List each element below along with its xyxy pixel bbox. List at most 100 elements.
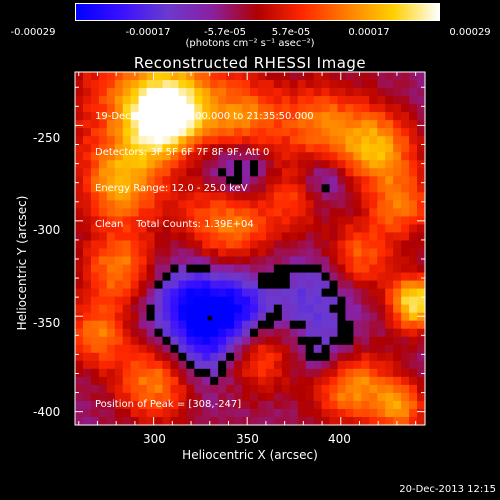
heatmap-cell bbox=[337, 152, 347, 161]
heatmap-cell bbox=[186, 392, 195, 402]
heatmap-cell bbox=[265, 224, 275, 234]
heatmap-cell bbox=[273, 320, 283, 330]
heatmap-cell bbox=[417, 168, 426, 177]
heatmap-cell bbox=[75, 328, 84, 338]
heatmap-cell bbox=[329, 296, 339, 306]
heatmap-cell bbox=[218, 336, 227, 346]
heatmap-cell bbox=[369, 248, 378, 258]
heatmap-cell bbox=[98, 72, 108, 81]
heatmap-cell bbox=[130, 376, 140, 386]
heatmap-cell bbox=[321, 208, 331, 218]
heatmap-cell bbox=[393, 184, 402, 193]
heatmap-cell bbox=[130, 296, 140, 306]
heatmap-cell bbox=[265, 328, 275, 338]
heatmap-cell bbox=[146, 328, 156, 338]
heatmap-cell bbox=[313, 312, 323, 322]
heatmap-cell bbox=[226, 240, 235, 250]
heatmap-cell bbox=[409, 136, 418, 145]
heatmap-cell bbox=[194, 152, 203, 161]
heatmap-cell bbox=[377, 192, 386, 201]
heatmap-cell bbox=[234, 400, 243, 410]
heatmap-cell bbox=[289, 320, 299, 330]
heatmap-cell bbox=[297, 112, 307, 121]
heatmap-cell bbox=[250, 152, 259, 161]
heatmap-cell bbox=[130, 160, 140, 169]
heatmap-cell bbox=[138, 288, 148, 298]
heatmap-cell bbox=[218, 400, 227, 410]
heatmap-cell bbox=[218, 416, 227, 426]
heatmap-cell bbox=[250, 376, 259, 386]
colorbar-tick: -0.00029 bbox=[10, 27, 56, 38]
heatmap-cell bbox=[170, 416, 179, 426]
heatmap-cell bbox=[361, 104, 370, 113]
heatmap-cell bbox=[369, 336, 378, 346]
heatmap-cell bbox=[210, 88, 219, 97]
heatmap-cell bbox=[265, 192, 275, 201]
heatmap-cell bbox=[138, 168, 148, 177]
heatmap-cell bbox=[162, 392, 172, 402]
heatmap-cell bbox=[353, 312, 362, 322]
heatmap-cell bbox=[409, 72, 418, 81]
heatmap-cell bbox=[353, 272, 362, 282]
heatmap-cell bbox=[297, 72, 307, 81]
heatmap-cell bbox=[385, 72, 394, 81]
heatmap-cell bbox=[297, 352, 307, 362]
heatmap-cell bbox=[345, 352, 354, 362]
heatmap-cell bbox=[130, 88, 140, 97]
heatmap-cell bbox=[178, 288, 187, 298]
heatmap-cell bbox=[305, 200, 315, 209]
heatmap-cell bbox=[90, 240, 100, 250]
heatmap-cell bbox=[337, 416, 347, 426]
heatmap-cell bbox=[98, 352, 108, 362]
heatmap-cell bbox=[186, 144, 195, 153]
heatmap-cell bbox=[377, 96, 386, 105]
heatmap-cell bbox=[114, 280, 124, 290]
heatmap-cell bbox=[329, 328, 339, 338]
heatmap-cell bbox=[82, 328, 92, 338]
heatmap-cell bbox=[353, 224, 362, 234]
heatmap-cell bbox=[250, 384, 259, 394]
heatmap-cell bbox=[337, 312, 347, 322]
heatmap-cell bbox=[305, 368, 315, 378]
heatmap-cell bbox=[337, 96, 347, 105]
heatmap-cell bbox=[194, 88, 203, 97]
heatmap-cell bbox=[170, 168, 179, 177]
heatmap-cell bbox=[162, 208, 172, 218]
heatmap-cell bbox=[98, 280, 108, 290]
heatmap-cell bbox=[210, 112, 219, 121]
heatmap-cell bbox=[417, 264, 426, 274]
heatmap-cell bbox=[281, 216, 291, 226]
heatmap-cell bbox=[170, 160, 179, 169]
heatmap-cell bbox=[321, 256, 331, 266]
heatmap-cell bbox=[146, 104, 156, 113]
heatmap-cell bbox=[114, 288, 124, 298]
heatmap-cell bbox=[82, 320, 92, 330]
heatmap-cell bbox=[186, 248, 195, 258]
heatmap-cell bbox=[401, 248, 410, 258]
heatmap-cell bbox=[289, 240, 299, 250]
heatmap-cell bbox=[401, 296, 410, 306]
heatmap-cell bbox=[154, 240, 164, 250]
heatmap-cell bbox=[345, 400, 354, 410]
heatmap-cell bbox=[409, 176, 418, 185]
heatmap-cell bbox=[265, 400, 275, 410]
heatmap-cell bbox=[98, 408, 108, 418]
heatmap-cell bbox=[265, 80, 275, 89]
heatmap-cell bbox=[401, 320, 410, 330]
heatmap-cell bbox=[353, 264, 362, 274]
heatmap-cell bbox=[385, 96, 394, 105]
heatmap-cell bbox=[250, 368, 259, 378]
heatmap-cell bbox=[393, 168, 402, 177]
heatmap-cell bbox=[98, 328, 108, 338]
heatmap-cell bbox=[98, 152, 108, 161]
heatmap-cell bbox=[289, 128, 299, 137]
heatmap-cell bbox=[234, 152, 243, 161]
heatmap-cell bbox=[138, 328, 148, 338]
heatmap-cell bbox=[170, 392, 179, 402]
heatmap-cell bbox=[297, 200, 307, 209]
y-tick-label: -300 bbox=[33, 223, 61, 237]
heatmap-cell bbox=[305, 376, 315, 386]
heatmap-cell bbox=[257, 280, 267, 290]
heatmap-cell bbox=[417, 352, 426, 362]
heatmap-cell bbox=[393, 384, 402, 394]
